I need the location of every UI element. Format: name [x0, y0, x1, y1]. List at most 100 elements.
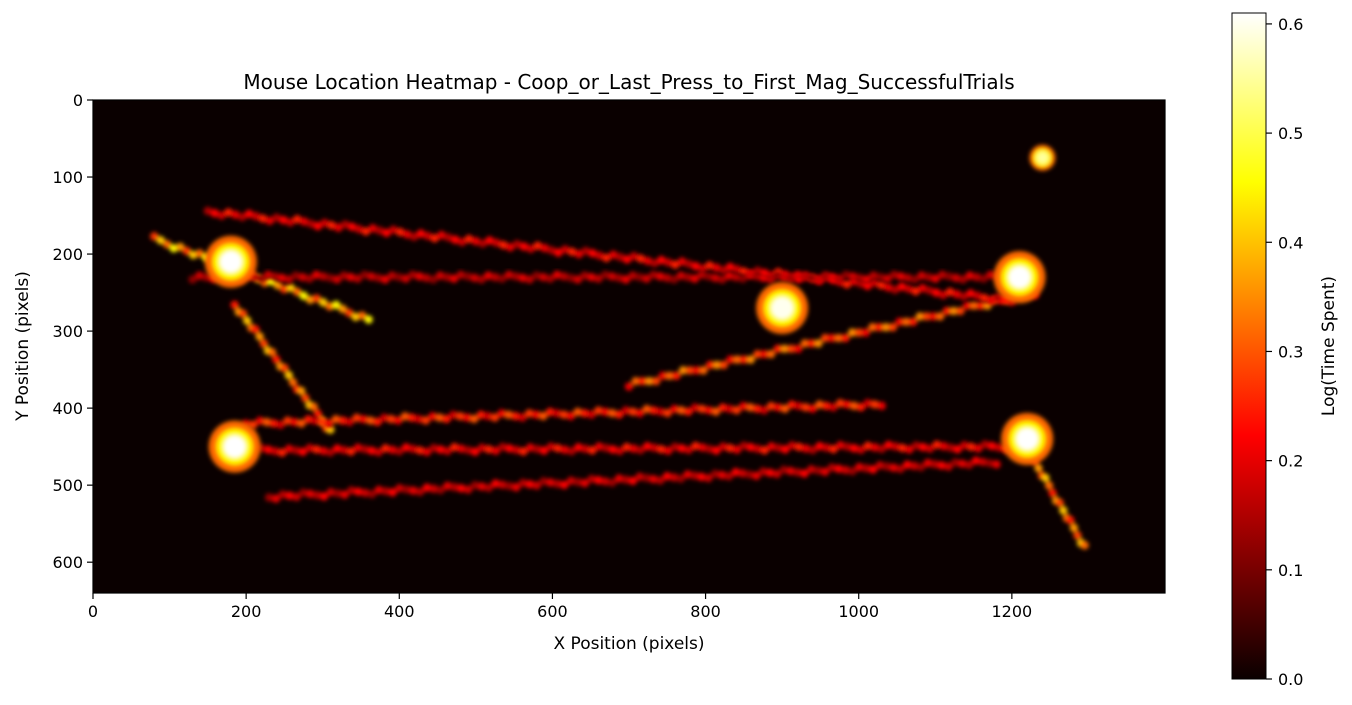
heat-cell	[464, 446, 473, 455]
heat-cell	[566, 476, 576, 485]
heat-cell	[898, 443, 907, 453]
heat-cell	[1048, 488, 1057, 498]
heat-cell	[421, 416, 430, 425]
heat-cell	[580, 271, 589, 280]
heat-cell	[574, 443, 583, 452]
heat-cell	[264, 493, 274, 502]
heat-cell	[580, 479, 589, 488]
heat-cell	[374, 448, 383, 457]
heat-cell	[499, 240, 508, 250]
heat-cell	[470, 481, 480, 490]
heat-cell	[320, 218, 329, 228]
heat-cell	[731, 467, 740, 477]
heat-cell	[271, 494, 281, 503]
heat-cell	[525, 409, 534, 418]
heat-cell	[918, 283, 927, 293]
heat-cell	[552, 409, 562, 418]
heat-cell	[545, 407, 555, 417]
heat-cell	[946, 443, 955, 452]
heat-cell	[732, 265, 742, 274]
heat-cell	[888, 323, 897, 332]
heat-cell	[650, 443, 659, 452]
heat-cell	[388, 445, 397, 455]
heat-cell	[793, 270, 803, 280]
heat-cell	[360, 270, 369, 280]
heat-cell	[389, 225, 398, 235]
heat-cell	[636, 445, 645, 455]
heat-cell	[971, 456, 981, 465]
heat-cell	[712, 263, 721, 272]
heat-cell	[304, 415, 313, 424]
heat-cell	[442, 414, 451, 424]
heat-cell	[821, 271, 830, 280]
heat-cell	[690, 274, 699, 283]
heat-cell	[457, 444, 466, 453]
heat-cell	[732, 445, 742, 454]
heat-cell	[753, 350, 762, 359]
heat-cell	[219, 250, 242, 273]
heat-cell	[437, 230, 446, 240]
heat-cell	[581, 444, 590, 454]
heat-cell	[242, 316, 252, 325]
x-tick-label: 600	[537, 602, 568, 621]
heat-cell	[326, 448, 335, 457]
heat-cell	[849, 401, 859, 411]
heat-cell	[554, 248, 563, 257]
heat-cell	[436, 485, 445, 495]
heat-cell	[848, 328, 857, 337]
heat-cell	[319, 446, 328, 456]
heat-cell	[691, 262, 700, 271]
heat-cell	[697, 404, 707, 414]
heat-cell	[651, 376, 661, 386]
heat-cell	[195, 249, 204, 258]
heat-cell	[759, 273, 768, 283]
heat-cell	[691, 441, 700, 451]
heat-cell	[347, 222, 357, 232]
heat-cell	[856, 403, 866, 412]
heat-cell	[367, 489, 377, 499]
heat-cell	[338, 304, 347, 314]
y-tick-label: 400	[52, 399, 83, 418]
heat-cell	[820, 467, 830, 476]
heat-cell	[387, 414, 396, 424]
heat-cell	[401, 274, 410, 283]
heat-cell	[284, 275, 294, 284]
heat-cell	[669, 473, 679, 482]
colorbar-tick-label: 0.0	[1278, 670, 1303, 689]
heat-cell	[704, 473, 713, 483]
heat-cell	[346, 272, 355, 282]
heat-cell	[684, 259, 694, 269]
heat-cell	[364, 315, 373, 324]
heat-cell	[951, 273, 961, 283]
heat-cell	[642, 274, 651, 283]
heat-cell	[490, 272, 500, 282]
heat-cell	[615, 252, 625, 262]
heat-cell	[269, 419, 278, 428]
heat-cell	[305, 295, 315, 304]
heat-cell	[690, 471, 699, 480]
heat-cell	[478, 239, 487, 248]
heat-cell	[875, 323, 884, 332]
heat-cell	[276, 420, 285, 429]
heat-cell	[463, 272, 472, 281]
heat-cell	[477, 275, 486, 284]
heat-cell	[326, 425, 335, 434]
heat-cell	[958, 459, 967, 468]
heat-cell	[401, 443, 411, 452]
heat-cell	[395, 447, 404, 456]
heat-cell	[902, 317, 911, 327]
heat-cell	[656, 445, 666, 454]
heat-cell	[150, 232, 159, 241]
x-tick-label: 400	[384, 602, 415, 621]
heat-cell	[628, 476, 638, 486]
heat-cell	[1069, 523, 1079, 533]
heat-cell	[636, 254, 645, 263]
heat-cell	[972, 272, 981, 282]
heat-cell	[911, 287, 920, 296]
heat-cell	[861, 328, 870, 337]
heat-cell	[264, 445, 273, 454]
heat-cell	[953, 445, 962, 454]
heat-cell	[485, 236, 494, 245]
heat-cell	[301, 393, 310, 403]
heat-cell	[692, 366, 701, 375]
